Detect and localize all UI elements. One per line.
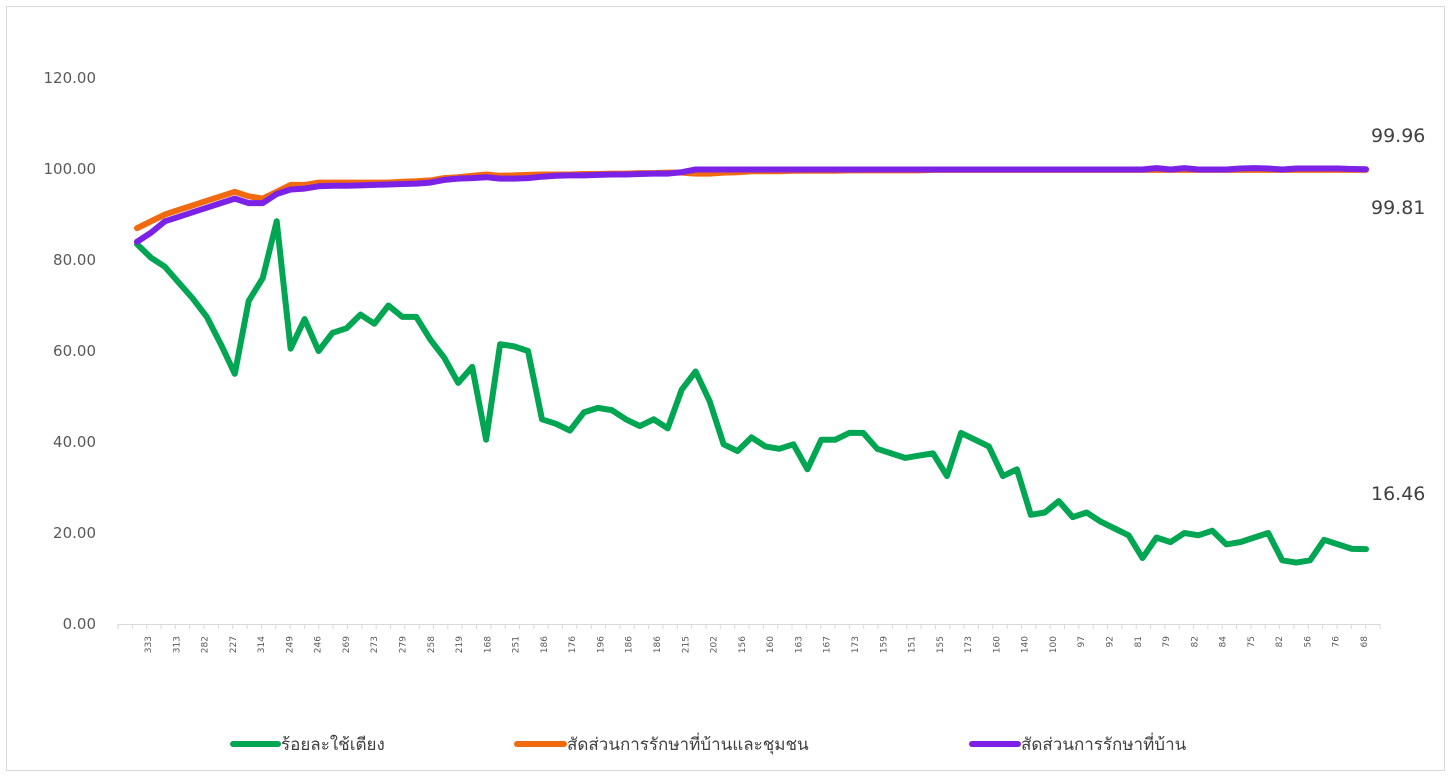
x-tick-label: 196: [596, 636, 606, 653]
x-tick-label: 173: [851, 636, 861, 653]
legend-label-1: สัดส่วนการรักษาที่บ้านและชุมชน: [567, 732, 809, 755]
x-tick-label: 186: [540, 636, 550, 653]
x-tick-label: 82: [1190, 636, 1200, 647]
x-tick-label: 163: [794, 636, 804, 653]
y-tick-label: 40.00: [53, 433, 96, 451]
x-tick-label: 314: [257, 636, 267, 653]
x-tick-label: 167: [823, 636, 833, 653]
data-label-1: 99.81: [1371, 197, 1425, 219]
y-tick-label: 20.00: [53, 524, 96, 542]
x-tick-label: 333: [144, 636, 154, 653]
x-tick-label: 258: [427, 636, 437, 653]
x-tick-label: 76: [1332, 636, 1342, 648]
x-tick-label: 173: [964, 636, 974, 653]
x-tick-label: 151: [908, 636, 918, 653]
series-line-0: [134, 218, 1369, 566]
x-tick-label: 68: [1360, 636, 1370, 648]
x-tick-label: 227: [229, 636, 239, 653]
x-tick-label: 313: [172, 636, 182, 653]
x-tick-label: 282: [201, 636, 211, 653]
x-tick-label: 215: [681, 636, 691, 653]
data-label-2: 99.96: [1371, 125, 1425, 147]
legend: ร้อยละใช้เตียง สัดส่วนการรักษาที่บ้านและช…: [230, 732, 1187, 755]
x-tick-label: 246: [314, 636, 324, 653]
x-tick-label: 97: [1077, 636, 1087, 647]
data-label-0: 16.46: [1371, 483, 1425, 505]
legend-label-0: ร้อยละใช้เตียง: [281, 734, 385, 755]
x-tick-label: 273: [370, 636, 380, 653]
x-tick-label: 84: [1219, 636, 1229, 648]
x-tick-label: 81: [1134, 636, 1144, 647]
y-tick-label: 100.00: [44, 160, 97, 178]
series-line-2: [134, 165, 1369, 245]
y-tick-label: 0.00: [63, 615, 96, 633]
chart-border: [6, 6, 1445, 771]
x-tick-label: 160: [992, 636, 1002, 653]
x-tick-label: 279: [399, 636, 409, 653]
x-tick-label: 251: [512, 636, 522, 653]
x-tick-label: 249: [285, 636, 295, 653]
x-tick-label: 82: [1275, 636, 1285, 647]
x-tick-label: 186: [653, 636, 663, 653]
x-tick-label: 160: [766, 636, 776, 653]
x-tick-label: 100: [1049, 636, 1059, 653]
x-tick-label: 75: [1247, 636, 1257, 647]
x-axis: 333 313 282 227 314 249 246 269 273 279 258 219 168 2…: [117, 624, 1381, 653]
x-tick-label: 269: [342, 636, 352, 653]
y-tick-label: 60.00: [53, 342, 96, 360]
x-tick-label: 168: [483, 636, 493, 653]
x-tick-label: 79: [1162, 636, 1172, 648]
x-tick-label: 56: [1303, 636, 1313, 648]
x-tick-label: 92: [1105, 636, 1115, 647]
x-tick-label: 156: [738, 636, 748, 653]
y-tick-label: 120.00: [44, 69, 97, 87]
legend-label-2: สัดส่วนการรักษาที่บ้าน: [1021, 732, 1187, 755]
data-labels: 16.46 99.81 99.96: [1371, 125, 1425, 505]
series-group: [134, 165, 1369, 566]
x-tick-label: 202: [710, 636, 720, 653]
x-tick-label: 219: [455, 636, 465, 653]
x-tick-label: 140: [1021, 636, 1031, 653]
x-tick-label: 155: [936, 636, 946, 653]
x-tick-label: 176: [568, 636, 578, 653]
y-axis: 0.00 20.00 40.00 60.00 80.00 100.00 120.00: [44, 69, 97, 633]
y-tick-label: 80.00: [53, 251, 96, 269]
x-tick-label: 159: [879, 636, 889, 653]
x-tick-label: 186: [625, 636, 635, 653]
